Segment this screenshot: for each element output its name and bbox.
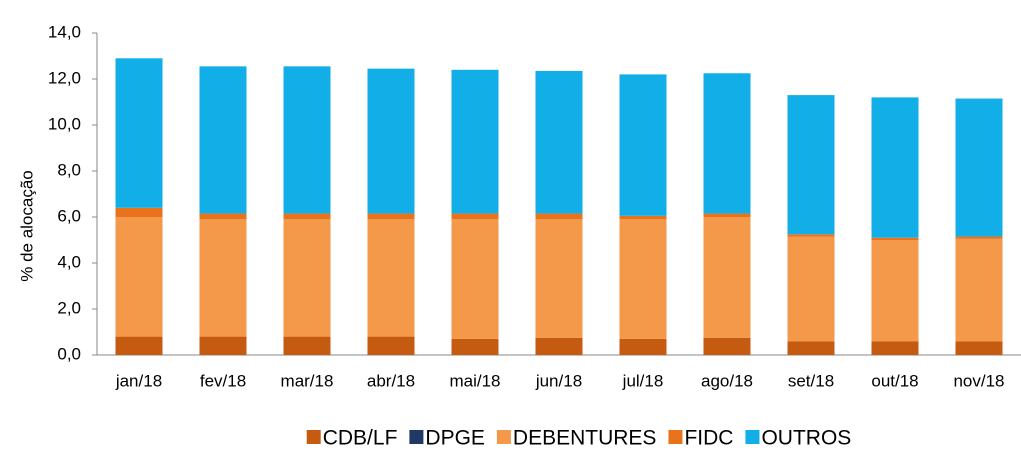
y-axis-label: % de alocação bbox=[17, 170, 36, 282]
legend-swatch bbox=[668, 430, 683, 444]
bar-segment bbox=[451, 338, 499, 355]
bar-segment bbox=[283, 66, 331, 214]
bar-segment bbox=[451, 213, 499, 220]
bar-segment bbox=[703, 73, 751, 214]
y-tick-label: 0,0 bbox=[57, 344, 81, 363]
bar-segment bbox=[619, 338, 667, 355]
legend-swatch bbox=[409, 430, 424, 444]
bar-segment bbox=[115, 336, 163, 355]
bar-segment bbox=[367, 219, 415, 337]
legend-label: DEBENTURES bbox=[513, 427, 657, 450]
bar-segment bbox=[199, 213, 247, 220]
bar-segment bbox=[535, 213, 583, 220]
bar-segment bbox=[451, 219, 499, 339]
y-tick-label: 14,0 bbox=[48, 22, 81, 41]
y-tick-label: 8,0 bbox=[57, 160, 81, 179]
legend-swatch bbox=[306, 430, 321, 444]
bar-segment bbox=[367, 68, 415, 214]
bar-segment bbox=[871, 240, 919, 342]
bar-segment bbox=[619, 215, 667, 220]
bar-segment bbox=[787, 234, 835, 237]
x-tick-label: jul/18 bbox=[622, 371, 664, 390]
x-tick-label: jan/18 bbox=[115, 371, 162, 390]
bar-segment bbox=[871, 341, 919, 355]
bar-segment bbox=[535, 70, 583, 214]
bar-segment bbox=[199, 219, 247, 337]
y-tick-label: 10,0 bbox=[48, 114, 81, 133]
legend: CDB/LF DPGE DEBENTURES FIDC OUTROS bbox=[306, 427, 851, 450]
bar-segment bbox=[787, 95, 835, 235]
bar-segment bbox=[871, 97, 919, 238]
x-tick-label: mar/18 bbox=[281, 371, 334, 390]
bar-segment bbox=[955, 238, 1003, 342]
bar-segment bbox=[199, 336, 247, 355]
bar-segment bbox=[787, 341, 835, 355]
bar-segment bbox=[535, 337, 583, 355]
legend-swatch bbox=[745, 430, 760, 444]
bar-segment bbox=[283, 213, 331, 220]
x-tick-label: nov/18 bbox=[953, 371, 1004, 390]
y-tick-label: 2,0 bbox=[57, 298, 81, 317]
x-tick-label: jun/18 bbox=[535, 371, 582, 390]
bar-segment bbox=[367, 336, 415, 355]
legend-label: DPGE bbox=[425, 427, 485, 450]
legend-label: CDB/LF bbox=[323, 427, 398, 450]
bar-segment bbox=[955, 341, 1003, 355]
bar-segment bbox=[619, 219, 667, 339]
bar-segment bbox=[367, 213, 415, 220]
bar-segment bbox=[199, 66, 247, 214]
bar-segment bbox=[283, 219, 331, 337]
x-tick-label: set/18 bbox=[788, 371, 834, 390]
legend-label: OUTROS bbox=[761, 427, 851, 450]
bar-segment bbox=[115, 217, 163, 337]
x-tick-label: mai/18 bbox=[449, 371, 500, 390]
bar-segment bbox=[787, 236, 835, 342]
bar-segment bbox=[955, 98, 1003, 237]
bar-segment bbox=[283, 336, 331, 355]
y-tick-label: 4,0 bbox=[57, 252, 81, 271]
x-tick-label: fev/18 bbox=[200, 371, 246, 390]
bar-segment bbox=[619, 74, 667, 216]
x-tick-label: ago/18 bbox=[701, 371, 753, 390]
bar-segment bbox=[115, 58, 163, 208]
bar-segment bbox=[871, 237, 919, 240]
bar-segment bbox=[703, 217, 751, 338]
x-tick-label: abr/18 bbox=[367, 371, 415, 390]
y-tick-label: 6,0 bbox=[57, 206, 81, 225]
y-tick-label: 12,0 bbox=[48, 68, 81, 87]
bar-segment bbox=[703, 337, 751, 355]
bar-segment bbox=[451, 69, 499, 214]
bar-segment bbox=[703, 213, 751, 217]
bar-segment bbox=[115, 207, 163, 217]
legend-label: FIDC bbox=[684, 427, 733, 450]
bar-segment bbox=[535, 219, 583, 338]
bar-segment bbox=[955, 236, 1003, 239]
x-tick-label: out/18 bbox=[871, 371, 918, 390]
legend-swatch bbox=[496, 430, 511, 444]
